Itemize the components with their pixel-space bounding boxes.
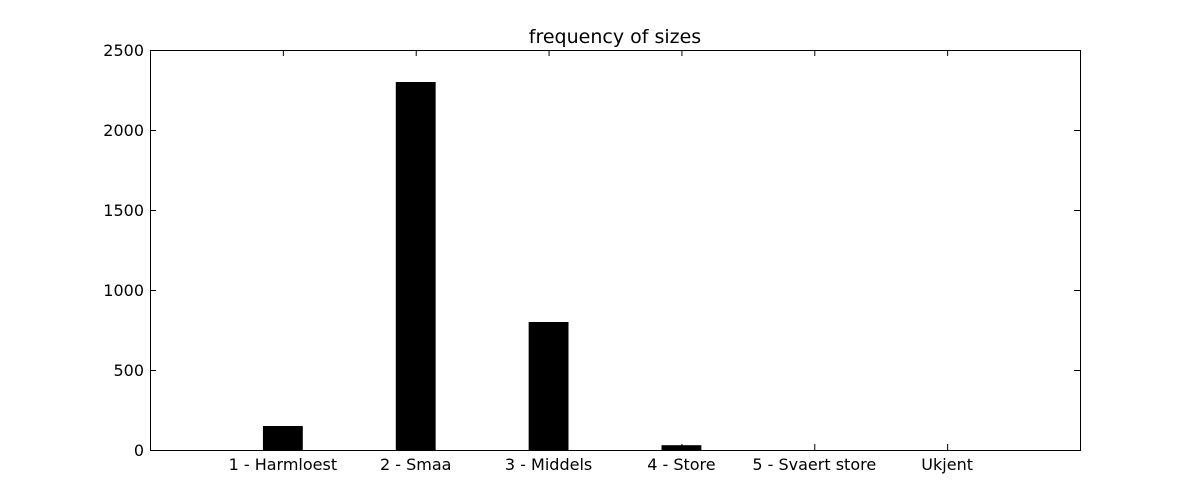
x-tick-label: 3 - Middels bbox=[505, 455, 592, 474]
y-tick-label: 0 bbox=[134, 441, 144, 460]
y-tick-label: 1000 bbox=[103, 281, 144, 300]
x-tick-label: 2 - Smaa bbox=[380, 455, 451, 474]
bar-3 bbox=[528, 322, 569, 450]
bar-1 bbox=[262, 426, 303, 450]
x-tick-label: Ukjent bbox=[921, 455, 973, 474]
ticks-group bbox=[150, 50, 1080, 451]
chart-title: frequency of sizes bbox=[529, 26, 701, 48]
bar-2 bbox=[395, 82, 436, 450]
bars-group bbox=[262, 82, 702, 450]
plot-area-frame bbox=[150, 50, 1081, 451]
y-tick-label: 500 bbox=[113, 361, 144, 380]
y-tick-label: 2000 bbox=[103, 121, 144, 140]
x-tick-label: 4 - Store bbox=[647, 455, 715, 474]
tick-labels-group: 1 - Harmloest 2 - Smaa 3 - Middels 4 - Stor… bbox=[103, 41, 973, 474]
y-tick-label: 2500 bbox=[103, 41, 144, 60]
x-tick-label: 1 - Harmloest bbox=[229, 455, 338, 474]
y-tick-label: 1500 bbox=[103, 201, 144, 220]
x-tick-label: 5 - Svaert store bbox=[752, 455, 876, 474]
